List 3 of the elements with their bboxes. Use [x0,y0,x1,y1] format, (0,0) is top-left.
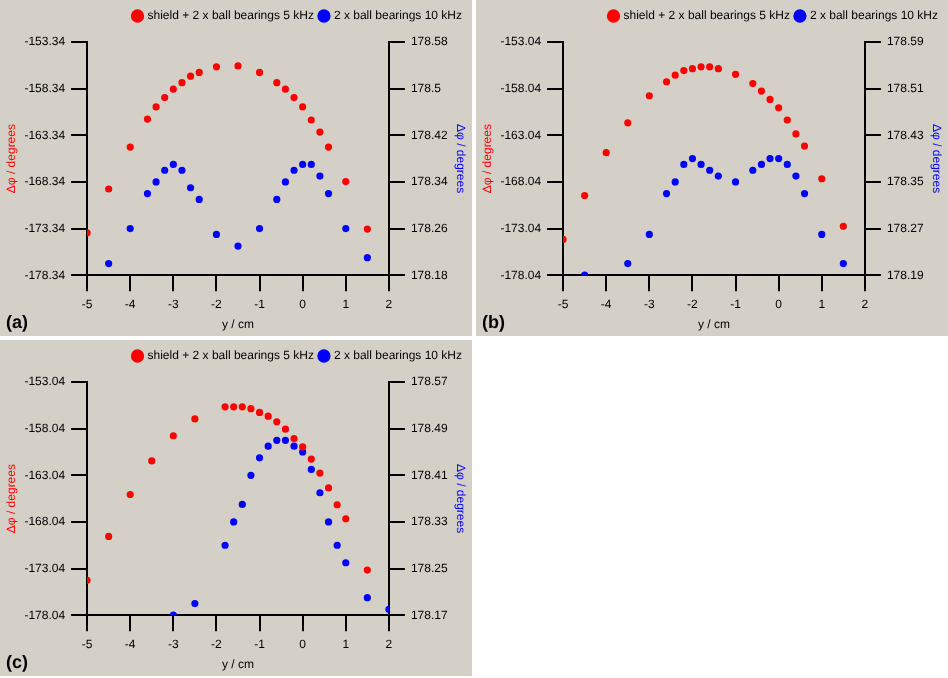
text: (b) [482,311,505,332]
text: (c) [6,651,28,672]
text: (a) [6,311,28,332]
